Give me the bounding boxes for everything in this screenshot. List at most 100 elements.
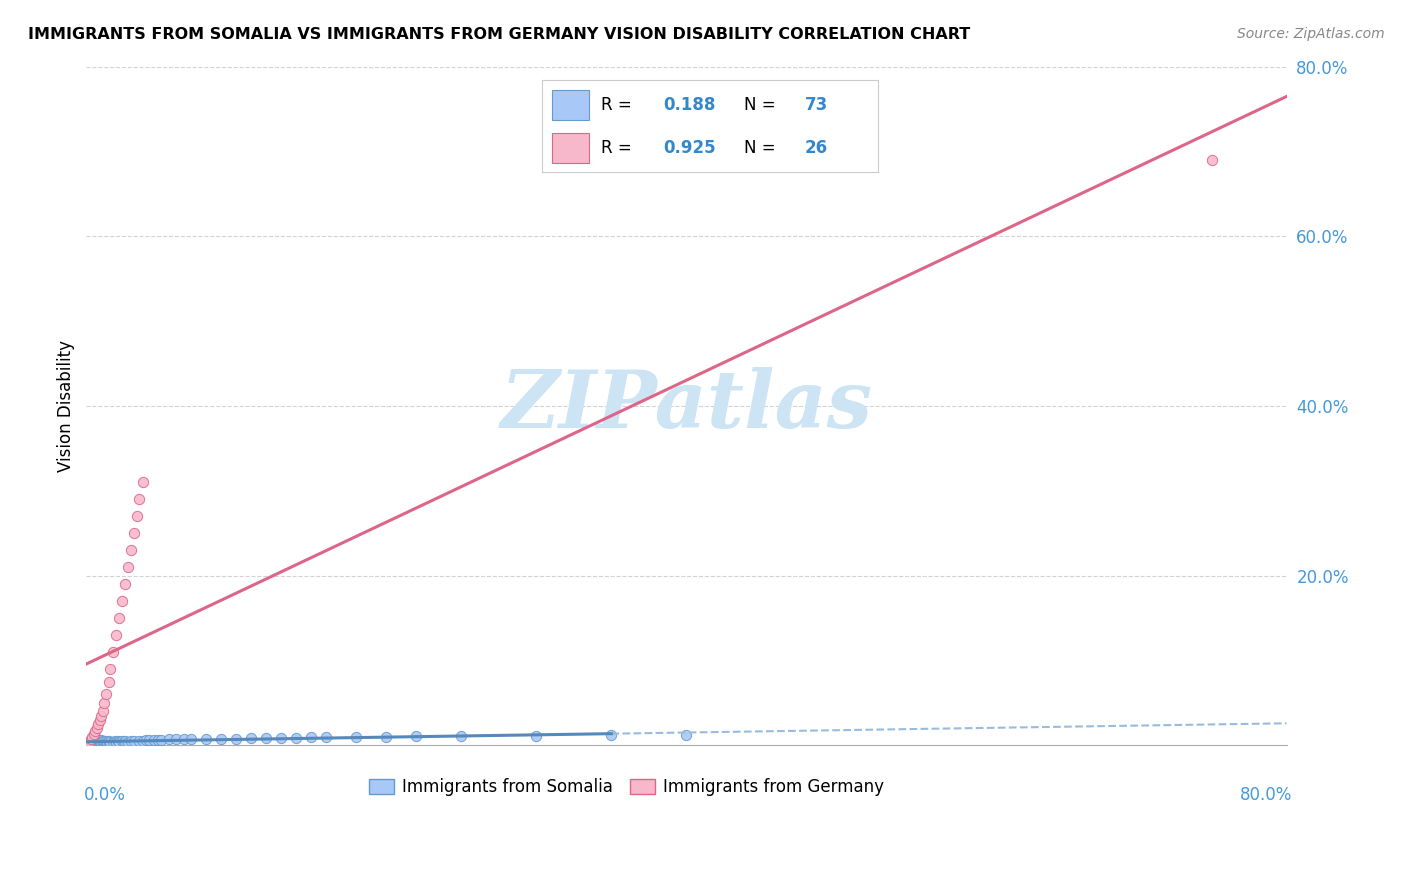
Point: [93, 734, 115, 748]
Point: [91, 704, 114, 718]
Point: [83, 727, 105, 741]
Text: 0.0%: 0.0%: [84, 786, 125, 804]
Point: [80, 735, 103, 749]
Point: [285, 731, 308, 745]
Point: [150, 733, 173, 747]
Point: [128, 734, 150, 748]
Point: [1201, 153, 1223, 167]
Point: [82, 736, 104, 750]
Point: [132, 734, 155, 748]
Point: [105, 735, 128, 749]
Point: [79, 737, 101, 751]
Point: [180, 732, 202, 747]
Point: [240, 731, 263, 745]
Point: [91, 734, 114, 748]
Point: [84, 723, 107, 738]
Point: [344, 730, 367, 744]
Point: [157, 732, 180, 747]
Point: [114, 577, 136, 591]
Point: [80, 732, 103, 747]
Point: [526, 729, 548, 743]
Point: [104, 734, 127, 748]
Point: [83, 737, 105, 751]
Text: Source: ZipAtlas.com: Source: ZipAtlas.com: [1237, 27, 1385, 41]
Point: [195, 731, 218, 746]
Text: IMMIGRANTS FROM SOMALIA VS IMMIGRANTS FROM GERMANY VISION DISABILITY CORRELATION: IMMIGRANTS FROM SOMALIA VS IMMIGRANTS FR…: [28, 27, 970, 42]
Point: [97, 734, 120, 748]
Point: [142, 733, 165, 747]
Point: [120, 543, 142, 558]
Point: [112, 735, 135, 749]
Point: [89, 735, 111, 749]
Point: [91, 736, 114, 750]
Point: [86, 734, 108, 748]
Point: [90, 736, 112, 750]
Point: [105, 628, 128, 642]
Point: [117, 735, 139, 749]
Point: [89, 736, 111, 750]
Point: [138, 733, 160, 747]
Point: [111, 734, 134, 748]
Point: [80, 734, 103, 748]
Point: [120, 734, 142, 748]
Point: [450, 729, 472, 743]
Point: [83, 734, 105, 748]
Point: [107, 734, 129, 748]
Point: [82, 730, 104, 744]
Point: [89, 734, 111, 748]
Point: [124, 526, 146, 541]
Point: [254, 731, 277, 745]
Point: [127, 509, 149, 524]
Point: [405, 729, 427, 743]
Point: [86, 722, 108, 736]
Point: [94, 736, 117, 750]
Point: [97, 736, 120, 750]
Point: [86, 736, 108, 750]
Point: [90, 708, 112, 723]
Point: [117, 560, 139, 574]
Point: [128, 492, 150, 507]
Point: [87, 735, 110, 749]
Point: [103, 735, 125, 749]
Point: [98, 662, 121, 676]
Point: [600, 728, 623, 742]
Point: [111, 594, 134, 608]
Point: [83, 735, 105, 749]
Point: [132, 475, 155, 490]
Point: [90, 733, 112, 747]
Point: [82, 733, 104, 747]
Point: [87, 733, 110, 747]
Point: [94, 687, 117, 701]
Point: [84, 735, 107, 749]
Point: [79, 735, 101, 749]
Text: ZIPatlas: ZIPatlas: [501, 368, 873, 445]
Point: [93, 696, 115, 710]
Point: [87, 717, 110, 731]
Point: [84, 733, 107, 747]
Point: [84, 736, 107, 750]
Point: [270, 731, 292, 745]
Legend: Immigrants from Somalia, Immigrants from Germany: Immigrants from Somalia, Immigrants from…: [360, 770, 893, 805]
Point: [148, 733, 170, 747]
Point: [108, 611, 131, 625]
Point: [97, 674, 120, 689]
Point: [87, 736, 110, 750]
Point: [108, 735, 131, 749]
Point: [89, 713, 111, 727]
Point: [93, 736, 115, 750]
Point: [82, 735, 104, 749]
Point: [173, 732, 195, 747]
Point: [103, 645, 125, 659]
Point: [124, 734, 146, 748]
Point: [165, 732, 187, 747]
Point: [209, 731, 232, 746]
Point: [299, 730, 322, 744]
Point: [76, 736, 98, 750]
Point: [315, 730, 337, 744]
Point: [375, 730, 398, 744]
Point: [225, 731, 247, 746]
Point: [98, 735, 121, 749]
Point: [135, 733, 157, 747]
Text: 80.0%: 80.0%: [1240, 786, 1292, 804]
Point: [114, 734, 136, 748]
